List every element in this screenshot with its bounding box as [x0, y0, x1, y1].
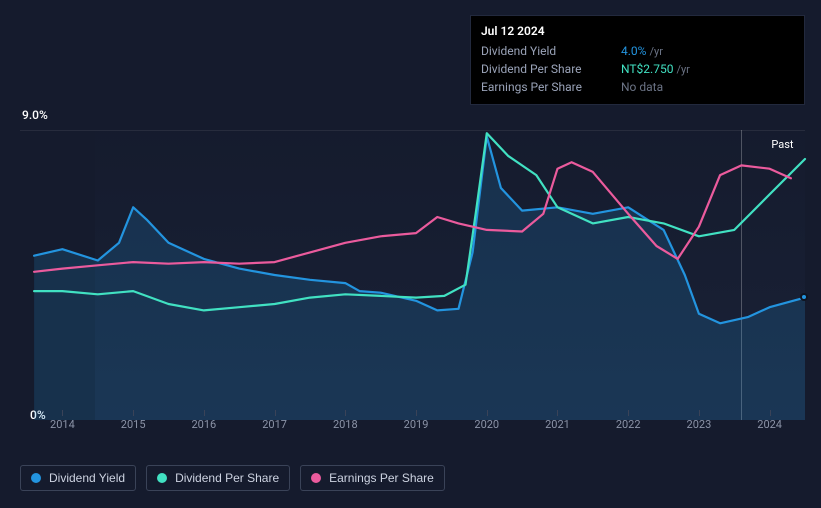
- x-tick-mark: [133, 410, 134, 416]
- tooltip-row-value: No data: [621, 80, 663, 94]
- area-fill: [34, 136, 805, 420]
- tooltip-date: Jul 12 2024: [481, 22, 794, 42]
- tooltip-row-label: Earnings Per Share: [481, 80, 621, 94]
- legend: Dividend Yield Dividend Per Share Earnings…: [20, 465, 445, 491]
- x-tick-mark: [770, 410, 771, 416]
- tooltip-row-value: NT$2.750: [621, 62, 673, 76]
- legend-item[interactable]: Dividend Yield: [20, 465, 136, 491]
- x-tick-mark: [557, 410, 558, 416]
- x-axis: 2014 2015 2016 2017 2018 2019 2020 2021 2022 2023…: [20, 418, 805, 438]
- legend-dot-icon: [157, 473, 167, 483]
- chart-svg: [20, 130, 805, 420]
- x-tick-mark: [487, 410, 488, 416]
- tooltip-row-value: 4.0%: [621, 44, 646, 58]
- x-tick-mark: [62, 410, 63, 416]
- tooltip-row: Dividend Yield4.0%/yr: [481, 42, 794, 60]
- x-tick-mark: [275, 410, 276, 416]
- y-axis-label-max: 9.0%: [22, 108, 48, 122]
- legend-label: Dividend Yield: [49, 471, 125, 485]
- plot-area: Past: [20, 130, 805, 420]
- legend-label: Earnings Per Share: [329, 471, 434, 485]
- x-tick-mark: [628, 410, 629, 416]
- x-tick-mark: [416, 410, 417, 416]
- x-tick-label: 2023: [687, 418, 712, 431]
- legend-dot-icon: [31, 473, 41, 483]
- tooltip-row: Dividend Per ShareNT$2.750/yr: [481, 60, 794, 78]
- tooltip-row-suffix: /yr: [676, 63, 689, 76]
- x-tick-label: 2021: [545, 418, 570, 431]
- x-tick-label: 2019: [404, 418, 429, 431]
- x-tick-label: 2015: [121, 418, 146, 431]
- hover-tooltip: Jul 12 2024 Dividend Yield4.0%/yrDividen…: [470, 15, 805, 105]
- x-tick-label: 2020: [474, 418, 499, 431]
- legend-label: Dividend Per Share: [175, 471, 279, 485]
- legend-item[interactable]: Dividend Per Share: [146, 465, 290, 491]
- x-tick-label: 2017: [262, 418, 287, 431]
- series-end-dot: [800, 293, 808, 301]
- tooltip-row-label: Dividend Per Share: [481, 62, 621, 76]
- x-tick-mark: [345, 410, 346, 416]
- tooltip-row-label: Dividend Yield: [481, 44, 621, 58]
- legend-dot-icon: [311, 473, 321, 483]
- tooltip-row: Earnings Per ShareNo data: [481, 78, 794, 96]
- x-tick-label: 2024: [757, 418, 782, 431]
- x-tick-mark: [699, 410, 700, 416]
- x-tick-label: 2022: [616, 418, 641, 431]
- legend-item[interactable]: Earnings Per Share: [300, 465, 445, 491]
- tooltip-row-suffix: /yr: [649, 45, 662, 58]
- x-tick-label: 2016: [191, 418, 216, 431]
- x-tick-label: 2014: [50, 418, 75, 431]
- x-tick-label: 2018: [333, 418, 358, 431]
- x-tick-mark: [204, 410, 205, 416]
